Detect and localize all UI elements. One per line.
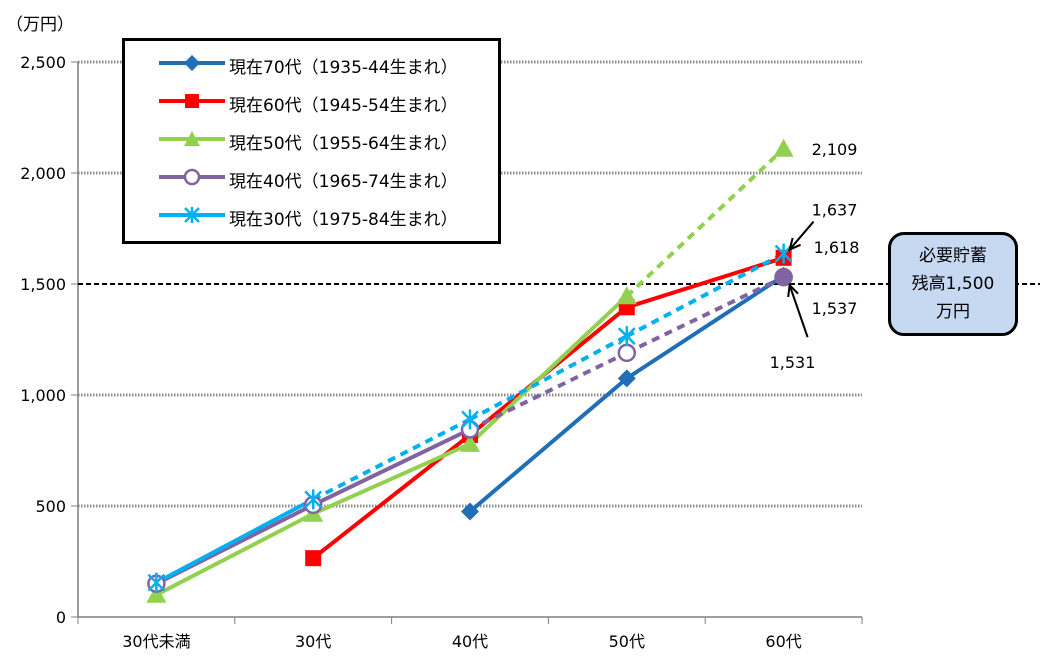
series-line-segment (625, 275, 785, 355)
data-point-asterisk (617, 326, 636, 347)
series-line-segment (469, 334, 628, 422)
data-point-asterisk (461, 409, 479, 430)
data-label: 2,109 (812, 140, 858, 159)
series-line-segment (154, 511, 316, 597)
callout-line-3: 万円 (936, 302, 970, 322)
label-arrowhead (788, 237, 801, 252)
label-arrow (788, 284, 809, 338)
legend-label: 現在40代（1965-74生まれ） (229, 172, 458, 192)
legend: 現在70代（1935-44生まれ） 現在60代（1945-54生まれ） 現在50… (122, 38, 501, 244)
data-label: 1,637 (812, 201, 858, 220)
x-tick-label: 50代 (609, 632, 645, 651)
series-line-segment (625, 251, 785, 338)
legend-item-30s: 現在30代（1975-84生まれ） (159, 201, 499, 233)
y-tick-label: 500 (35, 497, 66, 516)
label-arrowhead (787, 282, 799, 298)
legend-item-40s: 現在40代（1965-74生まれ） (159, 163, 499, 195)
callout-line-1: 必要貯蓄 (919, 246, 987, 266)
x-tick-label: 40代 (452, 632, 488, 651)
series-line-segment (311, 427, 472, 507)
legend-marker-asterisk (159, 207, 225, 223)
series-line-segment (468, 294, 629, 446)
data-point-diamond (461, 502, 479, 521)
y-tick-label: 2,500 (20, 53, 66, 72)
series-line-segment (468, 376, 629, 514)
series-line-segment (312, 417, 471, 502)
data-label: 1,618 (814, 238, 860, 257)
x-tick-label: 30代未満 (122, 632, 190, 651)
legend-label: 現在60代（1945-54生まれ） (229, 96, 458, 116)
data-point-circle (617, 343, 637, 363)
series-line-segment (624, 273, 786, 381)
data-point-diamond (617, 369, 636, 388)
label-arrow (788, 220, 815, 251)
legend-label: 現在50代（1955-64生まれ） (229, 134, 458, 154)
data-point-triangle (773, 138, 794, 157)
legend-marker-triangle (159, 131, 225, 146)
y-tick-label: 1,500 (20, 275, 66, 294)
legend-marker-diamond (159, 55, 225, 71)
data-point-circle (774, 267, 793, 287)
callout-line-2: 残高1,500 (911, 274, 995, 294)
series-line-segment (624, 255, 786, 310)
data-label: 1,537 (812, 299, 858, 318)
data-point-asterisk (147, 572, 166, 593)
legend-label: 現在70代（1935-44生まれ） (229, 58, 458, 78)
legend-item-50s: 現在50代（1955-64生まれ） (159, 125, 499, 157)
legend-marker-circle (159, 168, 225, 186)
series-line-segment (469, 351, 628, 432)
data-point-square (305, 550, 322, 567)
data-point-triangle (460, 433, 480, 452)
y-tick-label: 2,000 (20, 164, 66, 183)
y-axis-unit-label: （万円） (6, 15, 74, 35)
data-point-triangle (616, 286, 637, 305)
series-line-segment (311, 441, 472, 516)
legend-label: 現在30代（1975-84生まれ） (229, 210, 458, 230)
series-line-segment (625, 147, 785, 298)
data-label: 1,531 (770, 353, 816, 372)
legend-item-70s: 現在70代（1935-44生まれ） (159, 49, 499, 81)
y-tick-label: 0 (56, 608, 66, 627)
required-savings-callout: 必要貯蓄 残高1,500 万円 (888, 232, 1018, 336)
x-tick-label: 60代 (765, 632, 801, 651)
y-tick-label: 1,000 (20, 386, 66, 405)
series-line-segment (154, 497, 316, 585)
legend-marker-square (159, 94, 225, 108)
data-point-asterisk (304, 489, 323, 510)
data-point-triangle (146, 584, 167, 603)
x-tick-label: 30代 (295, 632, 331, 651)
legend-item-60s: 現在60代（1945-54生まれ） (159, 87, 499, 119)
